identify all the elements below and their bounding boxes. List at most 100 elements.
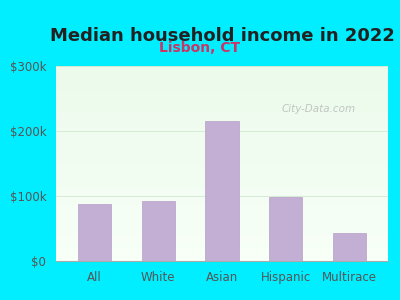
Bar	[56, 147, 388, 148]
Bar	[56, 85, 388, 86]
Bar	[56, 150, 388, 151]
Bar	[142, 201, 175, 261]
Bar	[56, 71, 388, 72]
Bar	[56, 238, 388, 239]
Bar	[56, 88, 388, 89]
Bar	[56, 140, 388, 141]
Bar	[56, 97, 388, 98]
Bar	[56, 93, 388, 94]
Bar	[56, 161, 388, 163]
Bar	[56, 169, 388, 170]
Bar	[56, 208, 388, 209]
Bar	[56, 68, 388, 69]
Bar	[56, 239, 388, 241]
Bar	[56, 145, 388, 146]
Bar	[56, 258, 388, 259]
Bar	[56, 135, 388, 136]
Bar	[56, 73, 388, 74]
Bar	[56, 203, 388, 205]
Bar	[56, 193, 388, 194]
Bar	[56, 89, 388, 90]
Bar	[56, 126, 388, 128]
Bar	[56, 248, 388, 249]
Bar	[56, 66, 388, 67]
Bar	[56, 136, 388, 137]
Bar	[56, 99, 388, 100]
Bar	[56, 143, 388, 144]
Bar	[56, 247, 388, 248]
Bar	[56, 151, 388, 152]
Bar	[56, 111, 388, 112]
Bar	[56, 83, 388, 85]
Bar	[56, 231, 388, 232]
Bar	[56, 256, 388, 257]
Bar	[56, 108, 388, 109]
Bar	[56, 172, 388, 173]
Bar	[56, 191, 388, 192]
Bar	[56, 92, 388, 93]
Bar	[56, 185, 388, 186]
Bar	[56, 179, 388, 180]
Bar	[56, 178, 388, 179]
Bar	[56, 183, 388, 184]
Bar	[269, 197, 302, 261]
Bar	[56, 233, 388, 234]
Bar	[56, 198, 388, 199]
Bar	[56, 96, 388, 97]
Bar	[56, 241, 388, 242]
Bar	[56, 259, 388, 260]
Bar	[56, 159, 388, 160]
Bar	[56, 194, 388, 195]
Bar	[56, 219, 388, 220]
Bar	[56, 225, 388, 226]
Bar	[56, 122, 388, 124]
Bar	[56, 167, 388, 168]
Bar	[56, 235, 388, 236]
Bar	[56, 253, 388, 254]
Bar	[56, 153, 388, 154]
Bar	[56, 218, 388, 219]
Bar	[56, 209, 388, 210]
Bar	[56, 155, 388, 156]
Bar	[56, 157, 388, 158]
Bar	[56, 216, 388, 217]
Bar	[56, 118, 388, 119]
Bar	[56, 215, 388, 216]
Bar	[56, 207, 388, 208]
Bar	[56, 217, 388, 218]
Bar	[56, 160, 388, 161]
Bar	[78, 205, 111, 261]
Bar	[56, 129, 388, 130]
Bar	[56, 202, 388, 203]
Bar	[56, 101, 388, 102]
Bar	[56, 105, 388, 106]
Bar	[56, 255, 388, 256]
Bar	[56, 238, 388, 239]
Bar	[56, 252, 388, 253]
Bar	[56, 75, 388, 76]
Bar	[206, 121, 238, 261]
Bar	[56, 77, 388, 78]
Bar	[56, 171, 388, 172]
Bar	[56, 106, 388, 107]
Bar	[56, 220, 388, 221]
Bar	[56, 131, 388, 132]
Bar	[56, 221, 388, 222]
Bar	[56, 117, 388, 118]
Bar	[56, 213, 388, 214]
Bar	[56, 74, 388, 75]
Text: Lisbon, CT: Lisbon, CT	[160, 40, 240, 55]
Bar	[56, 98, 388, 99]
Bar	[56, 228, 388, 229]
Bar	[56, 141, 388, 142]
Bar	[56, 163, 388, 164]
Bar	[56, 245, 388, 246]
Bar	[56, 107, 388, 108]
Bar	[56, 100, 388, 101]
Bar	[56, 104, 388, 105]
Bar	[56, 90, 388, 91]
Bar	[56, 214, 388, 215]
Bar	[56, 180, 388, 181]
Bar	[56, 237, 388, 238]
Bar	[56, 69, 388, 70]
